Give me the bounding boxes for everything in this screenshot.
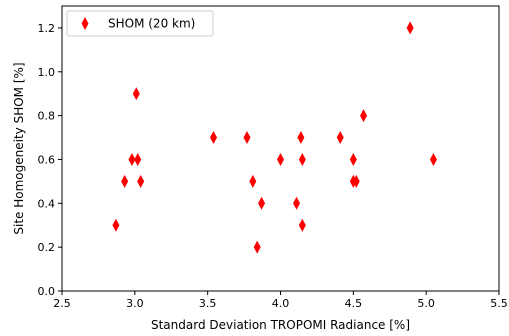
data-point-diamond [132, 87, 140, 101]
x-tick-label: 3.0 [126, 297, 144, 310]
data-point-diamond [406, 21, 414, 35]
data-point-diamond [128, 152, 136, 166]
data-point-diamond [243, 131, 251, 145]
data-point-diamond [336, 131, 344, 145]
legend-marker-diamond [81, 17, 89, 30]
x-axis-ticks: 2.5 3.0 3.5 4.0 4.5 5.0 5.5 [53, 291, 508, 310]
plot-frame [61, 5, 500, 292]
data-point-diamond [277, 152, 284, 166]
x-tick-label: 5.5 [490, 297, 508, 310]
data-point-diamond [293, 196, 301, 210]
data-point-diamond [360, 109, 368, 123]
legend-box [66, 10, 214, 37]
data-point-diamond [112, 218, 120, 232]
y-axis-label: Site Homogeneity SHOM [%] [12, 62, 26, 234]
data-point-diamond [121, 174, 129, 188]
x-tick-label: 4.0 [272, 297, 290, 310]
data-point-diamond [258, 196, 266, 210]
data-point-diamond [134, 152, 142, 166]
data-point-diamond [352, 174, 360, 188]
data-point-diamond [429, 152, 437, 166]
y-axis-ticks: 0.0 0.2 0.4 0.6 0.8 1.0 1.2 [38, 22, 62, 298]
y-tick-label: 1.0 [38, 66, 56, 79]
data-point-diamond [349, 152, 357, 166]
data-point-diamond [298, 218, 306, 232]
data-points [112, 21, 437, 254]
data-point-diamond [297, 131, 305, 145]
legend-label: SHOM (20 km) [108, 17, 195, 31]
data-point-diamond [137, 174, 145, 188]
legend: SHOM (20 km) [66, 10, 214, 37]
data-point-diamond [249, 174, 257, 188]
y-tick-label: 0.0 [38, 285, 56, 298]
y-tick-label: 0.8 [38, 110, 56, 123]
data-point-diamond [209, 131, 217, 145]
x-tick-label: 5.0 [417, 297, 435, 310]
y-tick-label: 0.2 [38, 241, 56, 254]
data-point-diamond [298, 152, 306, 166]
plot-background [62, 6, 499, 291]
y-tick-label: 0.6 [38, 153, 56, 166]
y-tick-label: 1.2 [38, 22, 56, 35]
x-tick-label: 3.5 [199, 297, 217, 310]
x-tick-label: 2.5 [53, 297, 71, 310]
x-axis-label: Standard Deviation TROPOMI Radiance [%] [151, 318, 410, 332]
data-point-diamond [253, 240, 261, 254]
x-tick-label: 4.5 [345, 297, 363, 310]
y-tick-label: 0.4 [38, 197, 56, 210]
